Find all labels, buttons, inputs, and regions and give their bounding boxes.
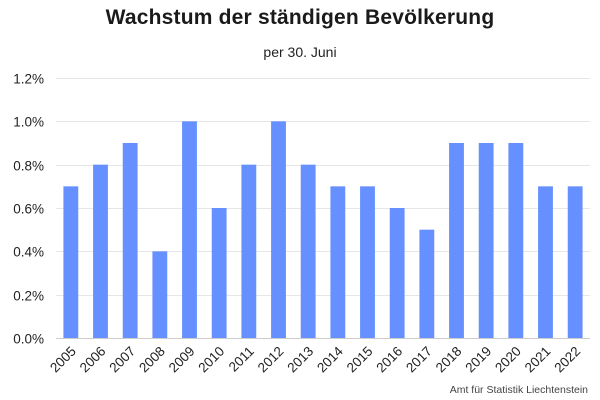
bar-2011 xyxy=(241,164,257,338)
y-tick-label: 0.8% xyxy=(13,159,44,174)
bar-2022 xyxy=(567,186,583,338)
bar-2010 xyxy=(211,208,227,338)
chart-subtitle: per 30. Juni xyxy=(263,44,337,60)
x-tick-label: 2022 xyxy=(551,344,583,376)
bar-2014 xyxy=(330,186,346,338)
bar-2019 xyxy=(478,143,494,338)
x-tick-label: 2013 xyxy=(284,344,316,376)
bar-2021 xyxy=(538,186,553,338)
bar-2016 xyxy=(389,208,405,338)
bar-2020 xyxy=(508,143,524,338)
x-tick-label: 2021 xyxy=(522,344,554,376)
x-axis-ticks: 2005200620072008200920102011201220132014… xyxy=(47,343,583,375)
bar-2015 xyxy=(360,186,375,338)
x-tick-label: 2010 xyxy=(195,344,227,376)
x-tick-label: 2005 xyxy=(47,344,79,376)
x-tick-label: 2006 xyxy=(77,344,109,376)
chart-title: Wachstum der ständigen Bevölkerung xyxy=(105,6,495,29)
bar-2005 xyxy=(63,186,79,338)
y-tick-label: 0.6% xyxy=(13,202,44,217)
bars xyxy=(63,121,583,338)
gridlines xyxy=(56,78,590,339)
y-tick-label: 1.0% xyxy=(13,115,44,130)
x-tick-label: 2008 xyxy=(136,344,168,376)
bar-2018 xyxy=(449,143,464,338)
bar-2017 xyxy=(419,229,435,338)
x-tick-label: 2019 xyxy=(462,344,494,376)
x-tick-label: 2014 xyxy=(314,343,346,375)
bar-2013 xyxy=(300,164,316,338)
x-tick-label: 2009 xyxy=(166,344,198,376)
x-tick-label: 2020 xyxy=(492,344,524,376)
x-tick-label: 2018 xyxy=(433,344,465,376)
y-tick-label: 1.2% xyxy=(13,72,44,87)
y-tick-label: 0.2% xyxy=(13,289,44,304)
x-tick-label: 2007 xyxy=(106,344,138,376)
x-tick-label: 2016 xyxy=(373,344,405,376)
y-tick-label: 0.4% xyxy=(13,245,44,260)
x-tick-label: 2011 xyxy=(226,344,257,375)
bar-2006 xyxy=(93,164,108,338)
y-axis-ticks: 0.0% 0.2% 0.4% 0.6% 0.8% 1.0% 1.2% xyxy=(13,72,44,347)
x-tick-label: 2015 xyxy=(344,344,376,376)
bar-2008 xyxy=(152,251,168,338)
x-tick-label: 2017 xyxy=(403,344,435,376)
bar-2007 xyxy=(122,143,138,338)
bar-2012 xyxy=(271,121,286,338)
x-tick-label: 2012 xyxy=(255,344,287,376)
source-note: Amt für Statistik Liechtenstein xyxy=(449,384,588,396)
y-tick-label: 0.0% xyxy=(13,332,44,347)
bar-2009 xyxy=(182,121,197,338)
